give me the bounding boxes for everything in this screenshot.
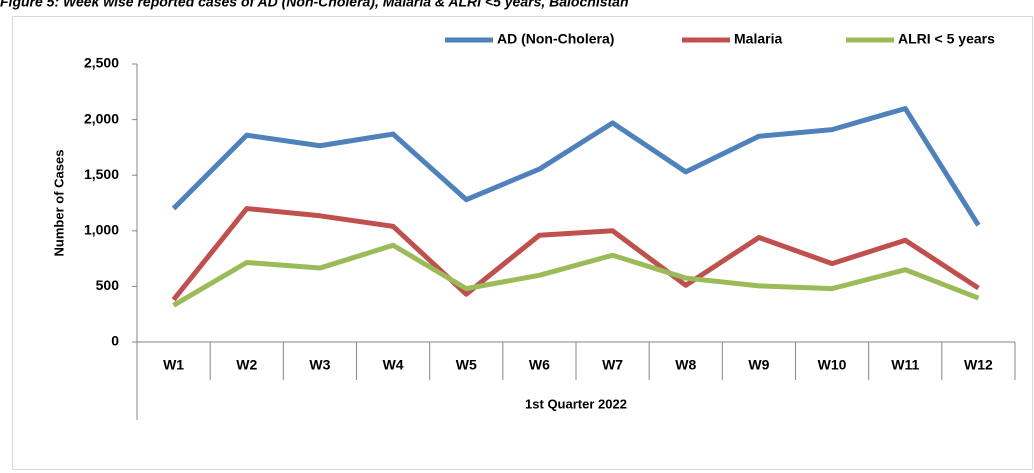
x-tick-label: W2 — [236, 357, 257, 373]
x-axis-label: 1st Quarter 2022 — [525, 396, 627, 411]
x-tick-label: W5 — [456, 357, 477, 373]
y-tick-label: 500 — [96, 277, 120, 293]
legend-label: AD (Non-Cholera) — [497, 31, 614, 47]
series-line — [171, 105, 981, 227]
x-tick-label: W1 — [163, 357, 184, 373]
legend-label: Malaria — [734, 31, 782, 47]
chart-border — [12, 16, 1033, 470]
x-tick-label: W12 — [964, 357, 993, 373]
y-tick-label: 1,500 — [84, 166, 119, 182]
x-tick-label: W6 — [529, 357, 550, 373]
chart-title: Figure 5: Week wise reported cases of AD… — [0, 0, 629, 10]
x-tick-label: W9 — [748, 357, 769, 373]
series-line — [172, 242, 980, 308]
series-line — [171, 206, 980, 302]
legend-label: ALRI < 5 years — [898, 31, 995, 47]
x-tick-label: W11 — [891, 357, 919, 373]
y-tick-label: 2,000 — [84, 110, 119, 126]
x-tick-label: W10 — [818, 357, 847, 373]
x-tick-label: W7 — [602, 357, 623, 373]
y-tick-label: 1,000 — [84, 222, 119, 238]
x-tick-label: W8 — [675, 357, 696, 373]
x-tick-label: W3 — [309, 357, 330, 373]
y-tick-label: 2,500 — [84, 55, 119, 71]
x-tick-label: W4 — [383, 357, 404, 373]
y-axis-label: Number of Cases — [51, 150, 66, 257]
y-tick-label: 0 — [111, 333, 119, 349]
